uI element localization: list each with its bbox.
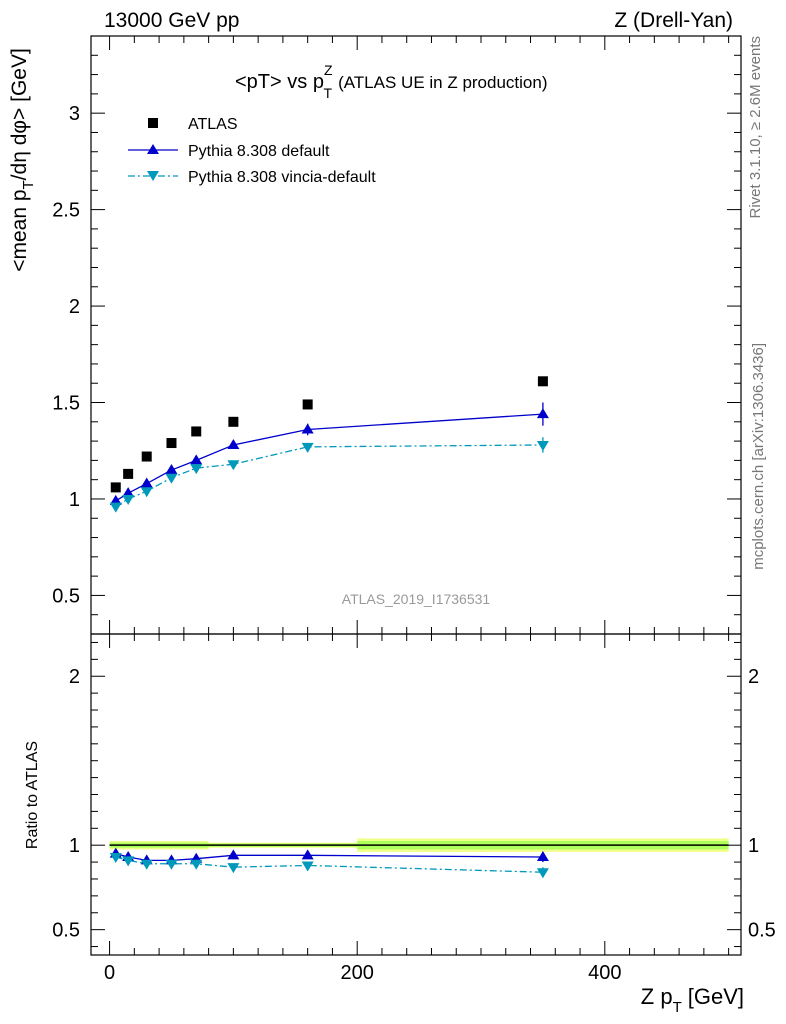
ratio-pythia-vincia-point [301,861,314,872]
ratio-uncertainty-bands [109,838,729,852]
main-pythia-default-point [190,454,203,465]
main-ytick-label: 1.5 [52,393,80,415]
ratio-ytick-label-left: 0.5 [52,920,80,942]
y-axis-label-ratio: Ratio to ATLAS [24,741,41,849]
legend-marker-atlas [148,118,158,128]
main-pythia-vincia-point [301,442,314,453]
main-atlas-point [191,426,202,437]
main-atlas-point [537,376,548,387]
ratio-ytick-label-right: 2 [748,666,759,688]
ratio-ytick-label-left: 2 [69,666,80,688]
title-note: (ATLAS UE in Z production) [338,73,547,92]
ratio-pythia-vincia-point [109,853,122,864]
title-main: <pT> vs p [235,71,324,93]
axis-ticks [91,35,741,955]
main-pythia-default-point [109,494,122,505]
x-axis-label-unit: [GeV] [688,984,744,1009]
mcplots-label: mcplots.cern.ch [arXiv:1306.3436] [750,343,767,570]
ratio-pythia-default-point [536,851,549,862]
main-atlas-point [166,438,177,449]
y-axis-label-main: <mean pT/dη dφ> [GeV] [8,48,37,272]
legend: ATLAS Pythia 8.308 default Pythia 8.308 … [128,116,376,186]
legend-marker-vincia [147,171,159,181]
ratio-pythia-vincia-point [165,859,178,870]
main-atlas-point [123,468,134,479]
main-pythia-vincia-point [190,464,203,475]
data-series [109,376,549,879]
legend-label-default: Pythia 8.308 default [188,143,330,160]
legend-marker-default [147,144,159,154]
main-ytick-label: 0.5 [52,585,80,607]
main-pythia-default-point [165,464,178,475]
main-pythia-vincia-line [115,444,543,508]
x-axis-label-sub: T [673,999,682,1016]
ratio-ytick-label-right: 1 [748,835,759,857]
main-ytick-label: 2 [69,296,80,318]
legend-label-vincia: Pythia 8.308 vincia-default [188,169,376,186]
ratio-pythia-default-line [115,853,543,862]
ratio-plot-frame [90,633,742,956]
ratio-pythia-vincia-point [122,856,135,867]
main-pythia-vincia-point [140,487,153,498]
header-left: 13000 GeV pp [104,9,239,32]
main-ytick-label: 2.5 [52,200,80,222]
main-atlas-point [228,416,239,427]
ratio-ytick-label-right: 0.5 [748,920,776,942]
tick-labels: 0.5 1 1.5 2 2.5 3 0.5 0.5 1 1 2 2 0 200 400 [52,103,776,984]
main-pythia-default-point [536,408,549,419]
ratio-pythia-vincia-point [227,863,240,874]
main-pythia-vincia-point [122,494,135,505]
ratio-ytick-label-left: 1 [69,835,80,857]
main-pythia-default-point [301,423,314,434]
main-atlas-point [110,482,121,493]
main-pythia-default-line [115,413,543,502]
main-pythia-default-point [122,487,135,498]
main-pythia-vincia-point [227,460,240,471]
xtick-label: 0 [104,962,115,984]
title-subscript: T [324,85,333,101]
legend-label-atlas: ATLAS [188,116,238,133]
analysis-watermark: ATLAS_2019_I1736531 [342,591,491,607]
title-superscript: Z [324,62,333,78]
main-pythia-vincia-point [165,473,178,484]
chart-title: <pT> vs pZ T (ATLAS UE in Z production) [235,62,548,101]
xtick-label: 200 [341,962,374,984]
ratio-pythia-vincia-point [190,859,203,870]
main-pythia-default-point [140,477,153,488]
x-axis-label-main: Z p [641,984,673,1009]
ratio-pythia-default-point [301,849,314,860]
main-ytick-label: 3 [69,103,80,125]
ratio-pythia-vincia-point [140,859,153,870]
ratio-pythia-default-point [227,849,240,860]
main-ytick-label: 1 [69,489,80,511]
main-pythia-default-point [227,438,240,449]
main-pythia-vincia-point [109,502,122,513]
rivet-label: Rivet 3.1.10, ≥ 2.6M events [747,36,764,219]
main-pythia-vincia-point [536,440,549,451]
header-right: Z (Drell-Yan) [614,9,733,32]
xtick-label: 400 [588,962,621,984]
main-atlas-point [302,399,313,410]
ratio-pythia-vincia-point [536,868,549,879]
x-axis-label: Z pT [GeV] [641,984,744,1016]
main-atlas-point [141,451,152,462]
